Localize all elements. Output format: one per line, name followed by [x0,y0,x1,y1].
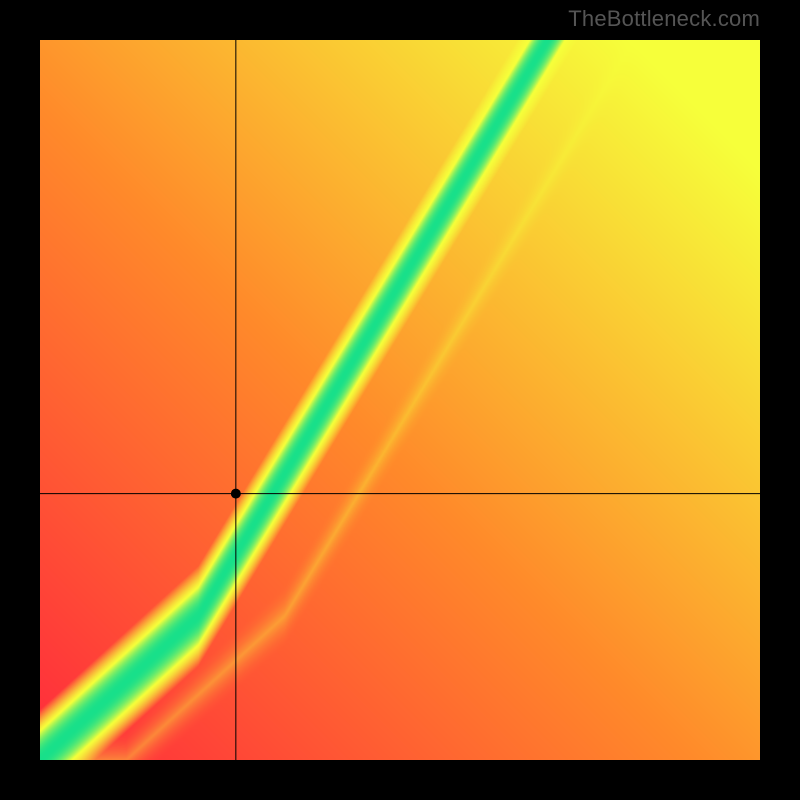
plot-area [40,40,760,760]
crosshair-overlay [40,40,760,760]
chart-container: TheBottleneck.com [0,0,800,800]
watermark-label: TheBottleneck.com [568,6,760,32]
crosshair-dot [231,489,241,499]
